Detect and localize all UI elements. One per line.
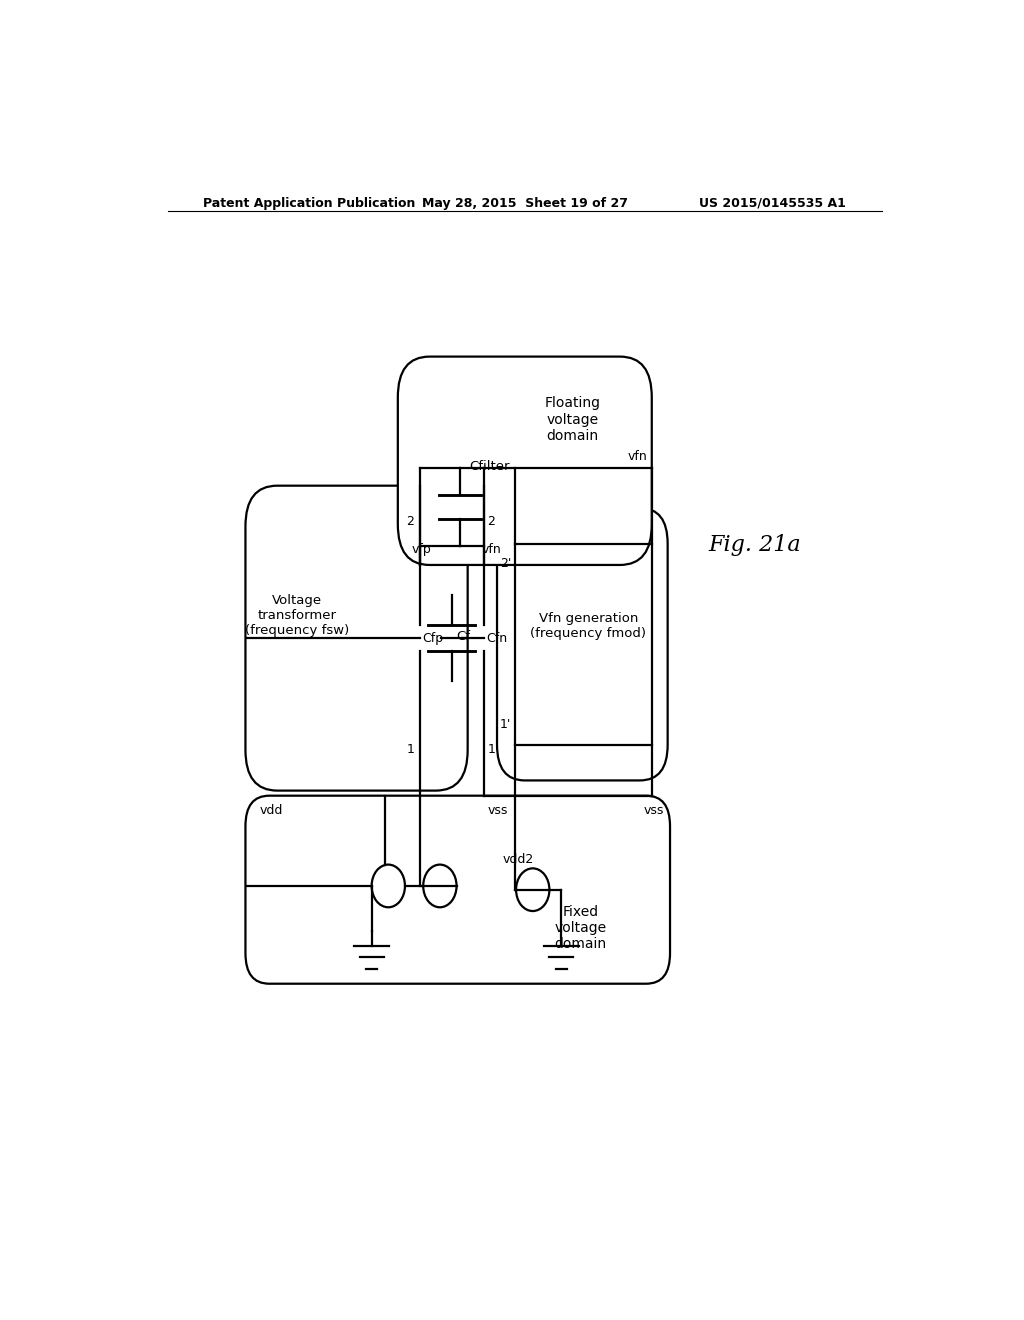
Text: Cfp: Cfp [423, 632, 443, 644]
Text: 1: 1 [487, 743, 496, 756]
Text: vfn: vfn [628, 450, 648, 463]
Text: vss: vss [487, 804, 508, 817]
Text: Cfilter: Cfilter [469, 459, 510, 473]
Text: 1: 1 [407, 743, 415, 756]
Text: 1': 1' [500, 718, 511, 731]
FancyBboxPatch shape [246, 486, 468, 791]
FancyBboxPatch shape [497, 508, 668, 780]
Text: vdd2: vdd2 [503, 853, 534, 866]
Text: 2': 2' [500, 557, 511, 570]
Text: Fixed
voltage
domain: Fixed voltage domain [554, 904, 606, 950]
FancyBboxPatch shape [246, 796, 670, 983]
Text: Voltage
transformer
(frequency fsw): Voltage transformer (frequency fsw) [245, 594, 349, 638]
Text: US 2015/0145535 A1: US 2015/0145535 A1 [699, 197, 846, 210]
Text: vdd: vdd [260, 804, 283, 817]
Text: vss: vss [644, 804, 665, 817]
Text: Fig. 21a: Fig. 21a [709, 533, 801, 556]
Text: Cfn: Cfn [486, 632, 507, 644]
Text: 2: 2 [487, 515, 496, 528]
Text: vfp: vfp [412, 544, 432, 556]
Text: Vfn generation
(frequency fmod): Vfn generation (frequency fmod) [530, 612, 646, 640]
Text: 2: 2 [407, 515, 415, 528]
Text: May 28, 2015  Sheet 19 of 27: May 28, 2015 Sheet 19 of 27 [422, 197, 628, 210]
Text: Floating
voltage
domain: Floating voltage domain [545, 396, 600, 442]
Text: Cf: Cf [456, 630, 470, 643]
Text: vfn: vfn [482, 544, 502, 556]
Text: Patent Application Publication: Patent Application Publication [204, 197, 416, 210]
FancyBboxPatch shape [397, 356, 652, 565]
